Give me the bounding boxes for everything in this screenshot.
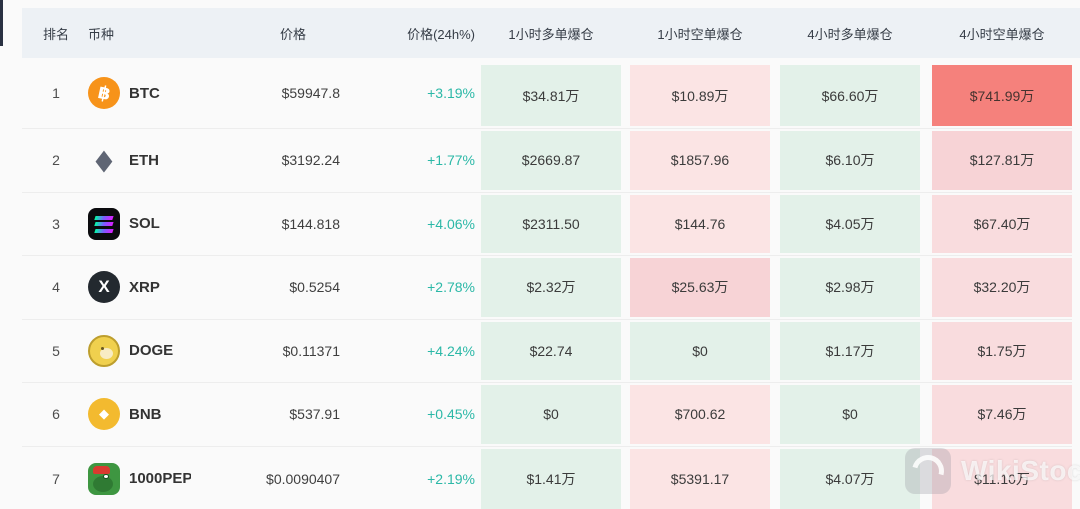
liq-1h-long-cell: $2311.50 (481, 193, 621, 256)
liq-1h-long-cell: $2.32万 (481, 256, 621, 319)
liq-1h-long-cell: $0 (481, 383, 621, 446)
sol-coin-icon (88, 207, 120, 240)
price-change-cell: +4.24% (427, 342, 475, 359)
table-row[interactable]: 3 SOL $144.818 +4.06% $2311.50 $144.76 $… (22, 193, 1072, 256)
header-price: 价格 (279, 26, 306, 42)
liq-1h-long-cell: $34.81万 (481, 58, 621, 128)
price-cell: $537.91 (289, 406, 340, 423)
price-change-cell: +1.77% (427, 152, 475, 169)
rank-cell: 5 (52, 342, 60, 359)
liq-4h-short-cell: $67.40万 (932, 193, 1072, 256)
liq-4h-long-cell: $1.17万 (780, 320, 920, 383)
liq-4h-short-cell: $32.20万 (932, 256, 1072, 319)
coin-name: ETH (129, 151, 159, 169)
price-change-cell: +4.06% (427, 215, 475, 232)
coin-cell[interactable]: 1000PEP (78, 447, 200, 509)
header-4h-long-liq: 4小时多单爆仓 (807, 26, 893, 42)
header-1h-short-liq: 1小时空单爆仓 (657, 26, 743, 42)
table-row[interactable]: 6 BNB $537.91 +0.45% $0 $700.62 $0 $7.46… (22, 383, 1072, 447)
price-cell: $3192.24 (281, 152, 340, 169)
liq-1h-short-cell: $0 (630, 320, 770, 383)
liq-1h-short-cell: $144.76 (630, 193, 770, 256)
coin-cell[interactable]: XRP (78, 256, 200, 319)
liq-4h-short-cell: $127.81万 (932, 129, 1072, 192)
liq-1h-short-cell: $700.62 (630, 383, 770, 446)
liq-4h-long-cell: $6.10万 (780, 129, 920, 192)
liq-4h-short-cell: $11.10万 (932, 447, 1072, 509)
coin-cell[interactable]: ETH (78, 129, 200, 192)
table-row[interactable]: 4 XRP $0.5254 +2.78% $2.32万 $25.63万 $2.9… (22, 256, 1072, 320)
coin-cell[interactable]: BNB (78, 383, 200, 446)
pepe-coin-icon (88, 462, 120, 495)
liq-4h-long-cell: $0 (780, 383, 920, 446)
liq-4h-long-cell: $4.05万 (780, 193, 920, 256)
rank-cell: 1 (52, 85, 60, 101)
xrp-coin-icon (88, 271, 120, 304)
doge-coin-icon (88, 334, 120, 367)
header-price-change: 价格(24h%) (407, 26, 475, 42)
liq-1h-short-cell: $25.63万 (630, 256, 770, 319)
price-cell: $0.11371 (282, 342, 340, 359)
rank-cell: 4 (52, 279, 60, 296)
rank-cell: 7 (52, 470, 60, 487)
coin-name: BTC (129, 84, 160, 102)
price-cell: $59947.8 (281, 85, 340, 101)
bnb-coin-icon (88, 398, 120, 431)
liq-4h-short-cell: $741.99万 (932, 58, 1072, 128)
header-coin: 币种 (88, 26, 115, 42)
price-cell: $144.818 (281, 215, 340, 232)
header-rank: 排名 (42, 26, 69, 42)
btc-coin-icon (88, 77, 120, 109)
coin-name: SOL (129, 215, 160, 233)
liq-1h-short-cell: $5391.17 (630, 447, 770, 509)
price-cell: $0.0090407 (266, 470, 340, 487)
eth-coin-icon (88, 144, 120, 176)
liq-1h-long-cell: $1.41万 (481, 447, 621, 509)
table-body: 1 BTC $59947.8 +3.19% $34.81万 $10.89万 $6… (22, 58, 1072, 509)
header-4h-short-liq: 4小时空单爆仓 (959, 26, 1045, 42)
liq-1h-long-cell: $22.74 (481, 320, 621, 383)
coin-name: 1000PEP (129, 470, 191, 487)
coin-name: XRP (129, 278, 160, 296)
coin-cell[interactable]: BTC (78, 58, 200, 128)
price-cell: $0.5254 (289, 279, 340, 296)
liq-1h-short-cell: $10.89万 (630, 58, 770, 128)
liq-4h-long-cell: $2.98万 (780, 256, 920, 319)
price-change-cell: +3.19% (427, 85, 475, 101)
coin-cell[interactable]: SOL (78, 193, 200, 256)
coin-name: DOGE (129, 342, 174, 360)
price-change-cell: +0.45% (427, 406, 475, 423)
liq-4h-long-cell: $4.07万 (780, 447, 920, 509)
rank-cell: 6 (52, 406, 60, 423)
coin-cell[interactable]: DOGE (78, 320, 200, 383)
table-row[interactable]: 2 ETH $3192.24 +1.77% $2669.87 $1857.96 … (22, 129, 1072, 193)
coin-name: BNB (129, 405, 162, 423)
page-edge-strip (0, 0, 3, 46)
price-change-cell: +2.19% (427, 470, 475, 487)
liq-4h-short-cell: $7.46万 (932, 383, 1072, 446)
rank-cell: 2 (52, 152, 60, 169)
table-row[interactable]: 1 BTC $59947.8 +3.19% $34.81万 $10.89万 $6… (22, 58, 1072, 129)
header-1h-long-liq: 1小时多单爆仓 (508, 26, 594, 42)
table-header-row: 排名 币种 价格 价格(24h%) 1小时多单爆仓 1小时空单爆仓 4小时多单爆… (22, 8, 1080, 58)
table-row[interactable]: 5 DOGE $0.11371 +4.24% $22.74 $0 $1.17万 … (22, 320, 1072, 383)
liq-1h-long-cell: $2669.87 (481, 129, 621, 192)
table-row[interactable]: 7 1000PEP $0.0090407 +2.19% $1.41万 $5391… (22, 447, 1072, 509)
price-change-cell: +2.78% (427, 279, 475, 296)
liq-4h-long-cell: $66.60万 (780, 58, 920, 128)
liq-4h-short-cell: $1.75万 (932, 320, 1072, 383)
liq-1h-short-cell: $1857.96 (630, 129, 770, 192)
rank-cell: 3 (52, 215, 60, 232)
